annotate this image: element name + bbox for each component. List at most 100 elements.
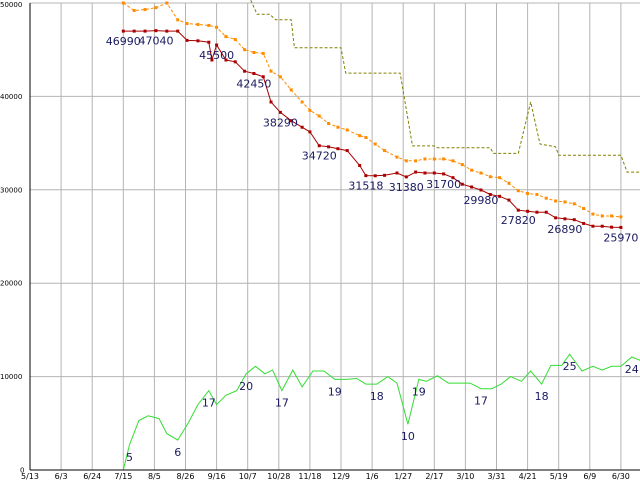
x-tick-label: 12/9	[332, 472, 350, 480]
price-label: 25970	[603, 231, 638, 244]
data-point-price	[544, 210, 548, 214]
data-point-upper	[207, 23, 211, 27]
data-point-price	[196, 39, 200, 43]
series-layer	[30, 0, 640, 471]
data-point-upper	[143, 8, 147, 12]
data-point-price	[154, 29, 158, 33]
data-point-upper	[278, 75, 282, 79]
x-tick-label: 5/19	[550, 472, 568, 480]
data-point-price	[252, 72, 256, 76]
rank-label: 19	[412, 385, 426, 398]
price-label: 31700	[426, 178, 461, 191]
data-point-upper	[488, 175, 492, 179]
data-point-upper	[165, 1, 169, 5]
x-tick-label: 6/3	[55, 472, 68, 480]
series-line-high	[250, 0, 640, 173]
data-point-upper	[554, 199, 558, 203]
data-point-upper	[460, 163, 464, 167]
data-point-price	[243, 69, 247, 73]
y-tick-label: 30000	[0, 186, 22, 194]
data-point-price	[600, 224, 604, 228]
data-point-upper	[414, 159, 418, 163]
price-label: 42450	[236, 78, 271, 91]
data-point-price	[364, 174, 368, 178]
y-tick-label: 0	[20, 467, 24, 475]
price-label: 47040	[138, 35, 173, 48]
data-point-price	[470, 185, 474, 189]
x-tick-label: 1/6	[366, 472, 379, 480]
data-point-price	[373, 174, 377, 178]
data-point-price	[488, 192, 492, 196]
data-point-price	[143, 29, 147, 33]
data-point-price	[289, 119, 293, 123]
data-point-upper	[336, 125, 340, 129]
rank-label: 10	[401, 430, 415, 443]
data-point-price	[176, 29, 180, 33]
data-point-upper	[582, 206, 586, 210]
data-point-upper	[526, 192, 530, 196]
data-point-price	[507, 198, 511, 202]
data-point-price	[423, 171, 427, 175]
data-point-upper	[132, 8, 136, 12]
data-point-price	[414, 170, 418, 174]
data-point-upper	[269, 69, 273, 73]
data-point-upper	[544, 196, 548, 200]
data-point-upper	[535, 192, 539, 196]
y-tick-label: 40000	[0, 93, 22, 101]
data-point-price	[610, 225, 614, 229]
data-point-upper	[308, 108, 312, 112]
data-point-price	[224, 58, 228, 62]
price-label: 31518	[348, 180, 383, 193]
data-point-upper	[404, 159, 408, 163]
x-tick-label: 1/27	[394, 472, 412, 480]
data-point-price	[269, 100, 273, 104]
x-tick-label: 3/10	[456, 472, 474, 480]
data-point-price	[233, 60, 237, 64]
data-point-upper	[516, 189, 520, 193]
data-point-price	[404, 175, 408, 179]
data-point-upper	[327, 121, 331, 125]
data-point-upper	[479, 171, 483, 175]
data-point-price	[460, 182, 464, 186]
data-point-price	[479, 188, 483, 192]
data-point-upper	[507, 181, 511, 185]
price-label: 34720	[302, 150, 337, 163]
data-point-upper	[383, 149, 387, 153]
data-point-upper	[619, 215, 623, 219]
data-point-price	[526, 209, 530, 213]
x-axis-ticks: 5/13 6/3 6/24 7/15 8/5 8/26 9/16 10/7 10/28 11/18…	[21, 472, 630, 480]
y-tick-label: 10000	[0, 373, 22, 381]
rank-label: 17	[474, 395, 488, 408]
data-point-price	[442, 172, 446, 176]
price-label: 38290	[263, 116, 298, 129]
data-point-price	[185, 38, 189, 42]
data-point-upper	[373, 142, 377, 146]
rank-label: 24	[625, 363, 639, 376]
data-point-price	[498, 194, 502, 198]
data-point-upper	[432, 157, 436, 161]
data-point-upper	[196, 22, 200, 26]
price-label: 27820	[501, 214, 536, 227]
data-point-upper	[451, 159, 455, 163]
data-point-price	[582, 221, 586, 225]
x-tick-label: 5/13	[21, 472, 39, 480]
x-tick-label: 6/9	[583, 472, 596, 480]
data-point-upper	[317, 114, 321, 118]
x-tick-label: 2/17	[425, 472, 443, 480]
data-point-upper	[224, 35, 228, 39]
data-point-upper	[498, 176, 502, 180]
rank-label: 17	[275, 397, 289, 410]
x-tick-label: 4/21	[519, 472, 537, 480]
data-point-upper	[358, 134, 362, 138]
data-point-price	[132, 29, 136, 33]
y-tick-label: 20000	[0, 280, 22, 288]
data-point-price	[345, 149, 349, 153]
data-point-price	[317, 144, 321, 148]
data-point-price	[358, 164, 362, 168]
rank-label: 18	[535, 390, 549, 403]
data-point-upper	[572, 202, 576, 206]
data-point-price	[327, 145, 331, 149]
rank-label: 5	[126, 451, 133, 464]
